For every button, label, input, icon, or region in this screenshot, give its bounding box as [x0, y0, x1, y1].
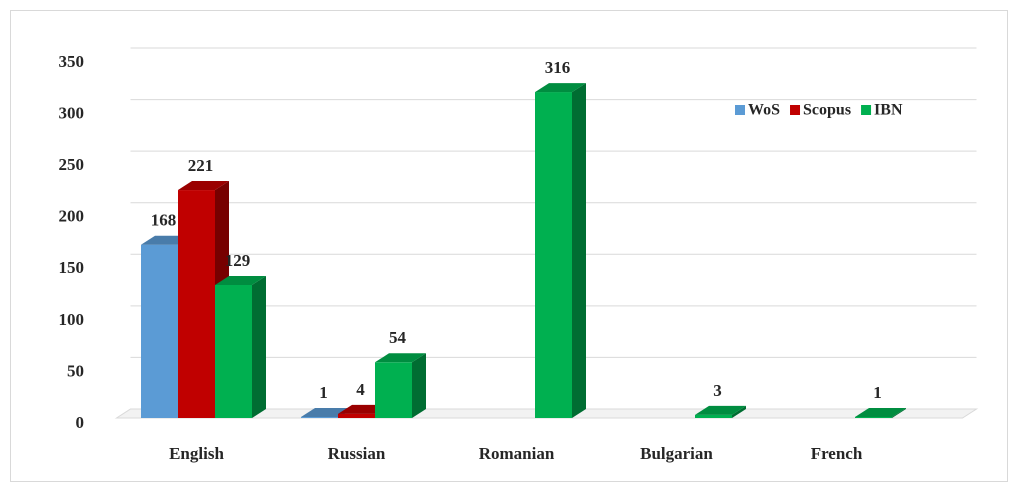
bar-top — [375, 353, 426, 363]
legend-label: IBN — [874, 102, 903, 119]
bar-front — [855, 416, 892, 418]
y-tick-label: 350 — [59, 52, 85, 71]
bar-side — [732, 405, 746, 418]
bar-front — [375, 362, 412, 418]
x-tick-label: Romanian — [479, 444, 555, 463]
y-tick-label: 0 — [76, 413, 85, 432]
y-tick-label: 100 — [59, 310, 85, 329]
bar-front — [301, 416, 338, 418]
bar-side — [892, 407, 906, 418]
data-label: 1 — [873, 383, 882, 402]
y-tick-label: 300 — [59, 103, 85, 122]
x-tick-label: Russian — [328, 444, 386, 463]
data-label: 4 — [356, 380, 365, 399]
bar-front — [535, 92, 572, 418]
bar-top — [535, 83, 586, 93]
bar-top — [855, 407, 906, 417]
legend-label: Scopus — [803, 102, 851, 119]
x-tick-label: Bulgarian — [640, 444, 713, 463]
y-tick-label: 50 — [67, 361, 84, 380]
bar-top — [178, 181, 229, 191]
legend-swatch — [861, 105, 872, 115]
y-tick-label: 200 — [59, 207, 85, 226]
bar-side — [412, 353, 426, 418]
y-tick-label: 250 — [59, 155, 85, 174]
data-label: 221 — [188, 156, 214, 175]
data-label: 54 — [389, 328, 407, 347]
data-label: 3 — [713, 381, 722, 400]
legend-swatch — [735, 105, 745, 115]
y-tick-label: 150 — [59, 258, 85, 277]
bar-side — [572, 83, 586, 418]
data-label: 168 — [151, 211, 177, 230]
data-label: 1 — [319, 383, 328, 402]
bar-top — [695, 405, 746, 415]
bar-front — [695, 414, 732, 418]
x-tick-label: English — [169, 444, 224, 463]
bar-front — [178, 190, 215, 418]
data-label: 129 — [225, 251, 251, 270]
legend-label: WoS — [748, 102, 780, 119]
bar-front — [215, 284, 252, 418]
bar-top — [215, 275, 266, 285]
data-label: 316 — [545, 58, 571, 77]
bar-front — [141, 244, 178, 418]
bar-front — [338, 413, 375, 418]
x-tick-label: French — [811, 444, 863, 463]
legend: WoS Scopus IBN — [735, 102, 903, 119]
bar-side — [252, 275, 266, 418]
legend-swatch — [790, 105, 801, 115]
